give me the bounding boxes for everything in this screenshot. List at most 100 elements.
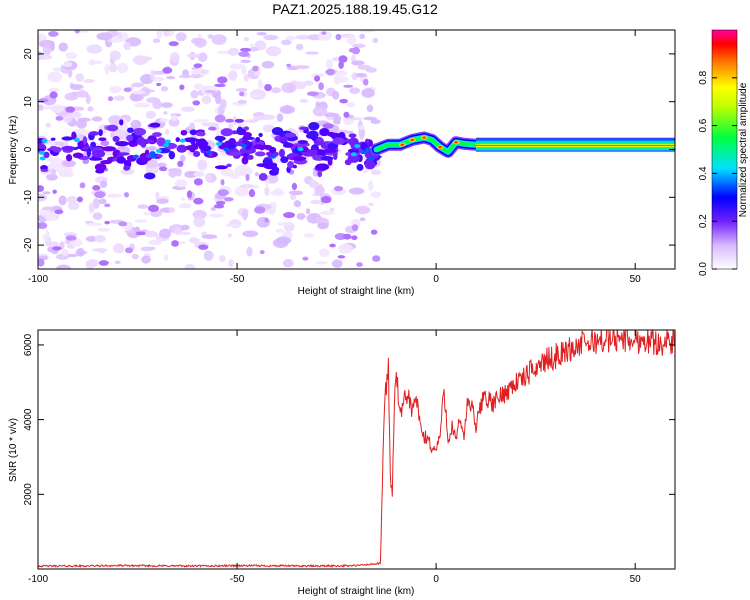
noise-blob bbox=[338, 60, 344, 69]
noise-blob bbox=[258, 78, 263, 90]
noise-blob bbox=[193, 83, 204, 91]
noise-blob bbox=[207, 126, 217, 131]
energy-blob bbox=[193, 150, 201, 158]
noise-blob bbox=[124, 247, 134, 254]
noise-blob bbox=[109, 85, 122, 94]
noise-blob bbox=[242, 230, 259, 238]
ridge-peak-core bbox=[422, 136, 426, 139]
noise-blob bbox=[321, 31, 327, 35]
energy-blob bbox=[279, 136, 289, 142]
ridge-peak-core bbox=[454, 141, 458, 144]
energy-blob bbox=[176, 144, 187, 153]
colorbar-tick-label: 0.0 bbox=[698, 262, 709, 276]
spectrogram-y-label: Frequency (Hz) bbox=[8, 116, 19, 185]
noise-blob bbox=[62, 61, 73, 68]
energy-peak bbox=[270, 154, 277, 159]
noise-blob bbox=[168, 207, 176, 213]
colorbar-tick-label: 0.6 bbox=[698, 118, 709, 132]
noise-blob bbox=[348, 187, 365, 195]
noise-blob bbox=[318, 248, 330, 258]
noise-blob bbox=[342, 233, 352, 240]
energy-blob bbox=[140, 139, 147, 148]
noise-blob bbox=[351, 224, 359, 232]
noise-blob bbox=[178, 202, 192, 209]
energy-blob bbox=[197, 138, 207, 147]
noise-blob bbox=[190, 68, 201, 75]
energy-blob bbox=[71, 131, 77, 140]
noise-blob bbox=[351, 47, 361, 55]
energy-blob bbox=[127, 127, 134, 133]
energy-blob bbox=[327, 142, 339, 150]
energy-blob bbox=[255, 151, 266, 157]
noise-blob bbox=[357, 64, 372, 70]
energy-peak bbox=[223, 147, 230, 152]
noise-blob bbox=[87, 60, 104, 64]
noise-blob bbox=[193, 178, 203, 186]
energy-blob bbox=[255, 136, 261, 143]
energy-peak bbox=[150, 154, 157, 159]
noise-blob bbox=[201, 122, 217, 127]
noise-blob bbox=[214, 114, 226, 123]
energy-blob bbox=[323, 148, 337, 154]
noise-blob bbox=[264, 186, 270, 197]
energy-blob bbox=[200, 145, 212, 152]
noise-blob bbox=[156, 198, 169, 204]
energy-blob bbox=[280, 156, 289, 164]
spectrogram-image bbox=[38, 30, 675, 269]
noise-blob bbox=[146, 97, 161, 104]
energy-blob bbox=[287, 161, 294, 169]
colorbar-ticks: 0.0 0.2 0.4 0.6 0.8 bbox=[698, 70, 737, 276]
noise-blob bbox=[264, 217, 269, 223]
noise-blob bbox=[178, 74, 192, 79]
noise-blob bbox=[85, 259, 96, 269]
noise-blob bbox=[241, 209, 248, 221]
noise-blob bbox=[228, 258, 234, 268]
noise-blob bbox=[161, 102, 173, 108]
noise-blob bbox=[96, 32, 113, 41]
energy-blob bbox=[315, 163, 330, 171]
noise-blob bbox=[259, 250, 265, 255]
energy-blob bbox=[327, 158, 333, 166]
ridge-peak-core bbox=[400, 143, 405, 146]
spectrogram-y-tick-label: 0 bbox=[23, 146, 34, 152]
noise-blob bbox=[47, 71, 63, 83]
noise-blob bbox=[123, 192, 130, 198]
noise-blob bbox=[98, 198, 107, 205]
noise-blob bbox=[220, 179, 225, 186]
noise-blob bbox=[131, 82, 145, 88]
energy-blob bbox=[88, 131, 99, 136]
noise-blob bbox=[318, 82, 324, 91]
noise-blob bbox=[333, 185, 344, 192]
noise-blob bbox=[352, 43, 366, 48]
noise-blob bbox=[190, 90, 199, 99]
noise-blob bbox=[261, 60, 275, 69]
energy-blob bbox=[241, 156, 249, 165]
noise-blob bbox=[188, 122, 196, 132]
noise-blob bbox=[94, 191, 106, 199]
noise-blob bbox=[359, 217, 366, 222]
noise-blob bbox=[75, 90, 89, 98]
noise-blob bbox=[105, 150, 113, 156]
noise-blob bbox=[141, 255, 151, 264]
energy-blob bbox=[308, 121, 320, 131]
noise-blob bbox=[155, 191, 160, 201]
noise-blob bbox=[343, 84, 354, 88]
energy-blob bbox=[126, 134, 134, 142]
noise-blob bbox=[315, 261, 328, 265]
energy-blob bbox=[40, 168, 49, 173]
noise-blob bbox=[372, 37, 379, 44]
noise-blob bbox=[192, 209, 207, 220]
snr-y-tick-label: 2000 bbox=[23, 483, 34, 506]
noise-blob bbox=[166, 76, 176, 80]
noise-blob bbox=[372, 255, 381, 262]
noise-blob bbox=[171, 240, 179, 247]
noise-blob bbox=[190, 73, 202, 79]
noise-blob bbox=[104, 220, 110, 225]
noise-blob bbox=[288, 127, 294, 132]
energy-blob bbox=[38, 143, 47, 153]
noise-blob bbox=[79, 182, 86, 189]
energy-peak bbox=[179, 138, 186, 143]
colorbar-tick-label: 0.4 bbox=[698, 166, 709, 180]
noise-blob bbox=[86, 222, 103, 227]
snr-series-line bbox=[38, 330, 675, 568]
